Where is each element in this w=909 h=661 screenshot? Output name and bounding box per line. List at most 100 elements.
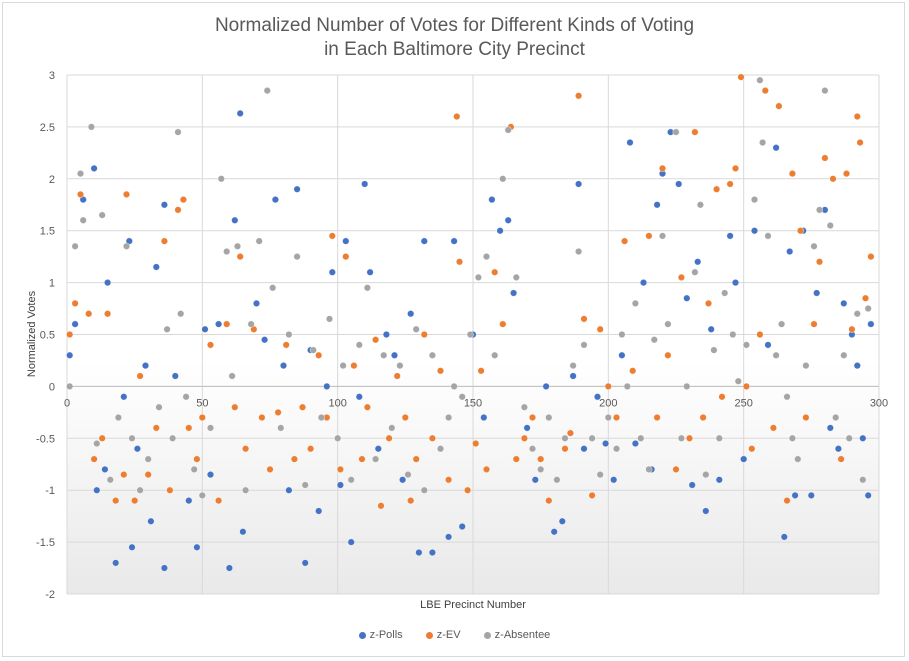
data-point-z-polls bbox=[675, 180, 683, 188]
data-point-z-polls bbox=[231, 216, 239, 224]
data-point-z-ev bbox=[66, 330, 74, 339]
data-point-z-polls bbox=[542, 382, 550, 391]
data-point-z-ev bbox=[612, 413, 621, 422]
data-point-z-ev bbox=[393, 372, 401, 380]
data-point-z-polls bbox=[323, 382, 331, 391]
chart-title-line-2: in Each Baltimore City Precinct bbox=[324, 39, 585, 60]
data-point-z-polls bbox=[407, 310, 415, 318]
data-point-z-ev bbox=[867, 253, 875, 261]
data-point-z-absentee bbox=[339, 362, 347, 370]
data-point-z-polls bbox=[826, 424, 834, 432]
y-tick-label: -0.5 bbox=[36, 433, 55, 445]
data-point-z-ev bbox=[482, 465, 491, 474]
data-point-z-ev bbox=[90, 455, 98, 463]
data-point-z-ev bbox=[704, 299, 713, 308]
data-point-z-ev bbox=[748, 445, 756, 453]
data-point-z-ev bbox=[131, 497, 139, 505]
data-point-z-polls bbox=[683, 294, 691, 302]
data-point-z-absentee bbox=[293, 253, 301, 261]
data-point-z-ev bbox=[160, 237, 168, 245]
data-point-z-absentee bbox=[363, 284, 372, 292]
data-point-z-ev bbox=[520, 434, 529, 442]
chart-title: Normalized Number of Votes for Different… bbox=[0, 14, 909, 62]
data-point-z-absentee bbox=[683, 382, 691, 391]
data-point-z-ev bbox=[596, 325, 604, 333]
data-point-z-absentee bbox=[618, 330, 626, 339]
data-point-z-polls bbox=[206, 471, 215, 479]
data-point-z-ev bbox=[103, 310, 112, 318]
data-point-z-absentee bbox=[255, 237, 263, 245]
data-point-z-absentee bbox=[347, 476, 355, 484]
data-point-z-ev bbox=[152, 424, 160, 432]
data-point-z-absentee bbox=[664, 320, 672, 328]
data-point-z-ev bbox=[545, 497, 553, 505]
data-point-z-polls bbox=[261, 336, 269, 344]
data-point-z-ev bbox=[712, 185, 721, 193]
data-point-z-polls bbox=[252, 299, 261, 308]
data-point-z-absentee bbox=[285, 330, 293, 339]
y-axis-title: Normalized Votes bbox=[26, 290, 38, 377]
data-point-z-ev bbox=[407, 497, 415, 505]
data-point-z-polls bbox=[631, 439, 640, 448]
data-point-z-ev bbox=[377, 502, 385, 510]
data-point-z-polls bbox=[328, 268, 336, 276]
data-point-z-polls bbox=[355, 393, 363, 401]
data-point-z-ev bbox=[179, 196, 187, 204]
data-point-z-ev bbox=[783, 497, 791, 505]
data-point-z-ev bbox=[372, 336, 380, 344]
data-point-z-absentee bbox=[758, 138, 767, 147]
data-point-z-polls bbox=[120, 393, 128, 401]
data-point-z-ev bbox=[236, 253, 244, 261]
data-point-z-absentee bbox=[206, 424, 215, 432]
data-point-z-absentee bbox=[93, 439, 101, 448]
data-point-z-absentee bbox=[864, 304, 872, 313]
data-point-z-ev bbox=[653, 413, 661, 422]
data-point-z-polls bbox=[496, 227, 504, 235]
legend-item-z-ev: z-EV bbox=[425, 629, 461, 641]
data-point-z-polls bbox=[731, 279, 740, 287]
x-tick-label: 0 bbox=[64, 397, 70, 409]
data-point-z-polls bbox=[601, 439, 610, 448]
data-point-z-polls bbox=[271, 196, 280, 204]
data-point-z-ev bbox=[499, 320, 507, 328]
data-point-z-absentee bbox=[561, 434, 569, 442]
data-point-z-absentee bbox=[826, 221, 834, 230]
data-point-z-polls bbox=[807, 491, 815, 500]
data-point-z-polls bbox=[445, 533, 453, 541]
data-point-z-polls bbox=[301, 559, 309, 567]
data-point-z-absentee bbox=[631, 299, 640, 308]
data-point-z-ev bbox=[290, 455, 299, 463]
data-point-z-absentee bbox=[169, 434, 177, 442]
data-point-z-absentee bbox=[174, 128, 182, 136]
data-point-z-absentee bbox=[128, 434, 136, 442]
data-point-z-ev bbox=[464, 486, 472, 494]
y-tick-label: 2.5 bbox=[40, 122, 55, 134]
x-tick-label: 100 bbox=[328, 397, 346, 409]
data-point-z-absentee bbox=[177, 310, 185, 318]
data-point-z-absentee bbox=[223, 247, 231, 256]
data-point-z-absentee bbox=[520, 403, 529, 411]
data-point-z-absentee bbox=[702, 471, 710, 479]
data-point-z-polls bbox=[813, 289, 821, 297]
data-point-z-absentee bbox=[742, 341, 751, 349]
data-point-z-polls bbox=[780, 533, 788, 541]
data-point-z-polls bbox=[504, 216, 512, 224]
data-point-z-polls bbox=[201, 325, 209, 333]
data-point-z-absentee bbox=[821, 86, 829, 95]
data-point-z-absentee bbox=[155, 403, 163, 411]
data-point-z-polls bbox=[342, 237, 350, 245]
legend: z-Polls z-EV z-Absentee bbox=[0, 629, 909, 642]
data-point-z-ev bbox=[358, 455, 366, 463]
data-point-z-absentee bbox=[794, 455, 802, 463]
data-point-z-ev bbox=[842, 170, 851, 178]
data-point-z-ev bbox=[861, 294, 870, 302]
data-point-z-ev bbox=[664, 351, 672, 359]
data-point-z-ev bbox=[629, 367, 637, 375]
data-point-z-absentee bbox=[596, 471, 604, 479]
data-point-z-absentee bbox=[182, 393, 190, 401]
data-point-z-ev bbox=[658, 164, 667, 172]
data-point-z-absentee bbox=[859, 476, 867, 484]
data-point-z-absentee bbox=[263, 86, 271, 95]
data-point-z-polls bbox=[593, 393, 602, 401]
data-point-z-ev bbox=[699, 413, 707, 422]
